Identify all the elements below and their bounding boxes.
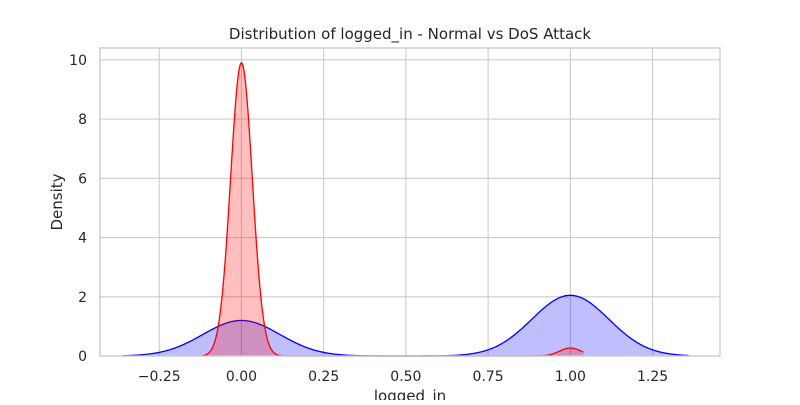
x-tick-label: 0.00 [226,369,257,385]
axes-frame [99,47,721,357]
y-axis-label: Density [48,173,66,230]
grid [100,48,720,357]
x-tick-labels: −0.25 0.00 0.25 0.50 0.75 1.00 1.25 [138,369,668,385]
x-axis-label: logged_in [374,387,446,400]
x-tick-label: 0.75 [473,369,504,385]
density-area-0 [123,295,689,356]
x-tick-label: −0.25 [138,369,181,385]
y-tick-labels: 0 2 4 6 8 10 [69,53,87,365]
y-tick-label: 6 [78,171,87,187]
y-tick-label: 4 [78,231,87,247]
density-area-1 [201,62,584,357]
chart-title: Distribution of logged_in - Normal vs Do… [229,25,591,44]
x-tick-label: 0.50 [390,369,421,385]
y-tick-label: 8 [78,112,87,128]
x-tick-label: 1.00 [555,369,586,385]
y-tick-label: 10 [69,53,87,69]
y-tick-label: 2 [78,290,87,306]
y-tick-label: 0 [78,349,87,365]
x-tick-label: 0.25 [308,369,339,385]
x-tick-label: 1.25 [637,369,668,385]
